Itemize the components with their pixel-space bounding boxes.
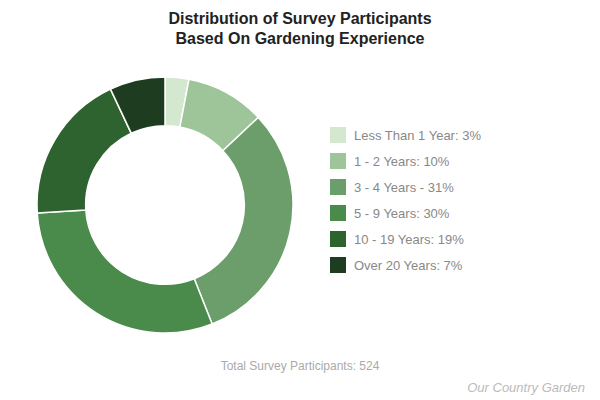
legend-swatch [330, 153, 346, 169]
chart: Distribution of Survey Participants Based… [0, 0, 600, 400]
legend-item: Less Than 1 Year: 3% [330, 127, 481, 143]
slice [37, 89, 131, 213]
footer: Total Survey Participants: 524 [221, 359, 380, 373]
legend-swatch [330, 127, 346, 143]
legend-label: 1 - 2 Years: 10% [354, 154, 450, 169]
legend-swatch [330, 257, 346, 273]
slice [194, 117, 293, 324]
legend-item: 3 - 4 Years - 31% [330, 179, 454, 195]
title: Distribution of Survey Participants Based… [168, 10, 431, 47]
slice [37, 210, 212, 333]
legend-item: 5 - 9 Years: 30% [330, 205, 450, 221]
donut [37, 77, 293, 333]
legend-item: 10 - 19 Years: 19% [330, 231, 464, 247]
legend-swatch [330, 231, 346, 247]
legend-label: Less Than 1 Year: 3% [354, 128, 481, 143]
legend-swatch [330, 205, 346, 221]
legend-label: 5 - 9 Years: 30% [354, 206, 450, 221]
legend: Less Than 1 Year: 3% 1 - 2 Years: 10% 3 - … [330, 127, 481, 273]
legend-label: Over 20 Years: 7% [354, 258, 463, 273]
legend-swatch [330, 179, 346, 195]
slice [111, 77, 166, 133]
legend-item: Over 20 Years: 7% [330, 257, 463, 273]
title-line: Based On Gardening Experience [176, 30, 425, 47]
brand: Our Country Garden [467, 380, 585, 395]
legend-label: 10 - 19 Years: 19% [354, 232, 464, 247]
legend-item: 1 - 2 Years: 10% [330, 153, 450, 169]
legend-label: 3 - 4 Years - 31% [354, 180, 454, 195]
title-line: Distribution of Survey Participants [168, 10, 431, 27]
